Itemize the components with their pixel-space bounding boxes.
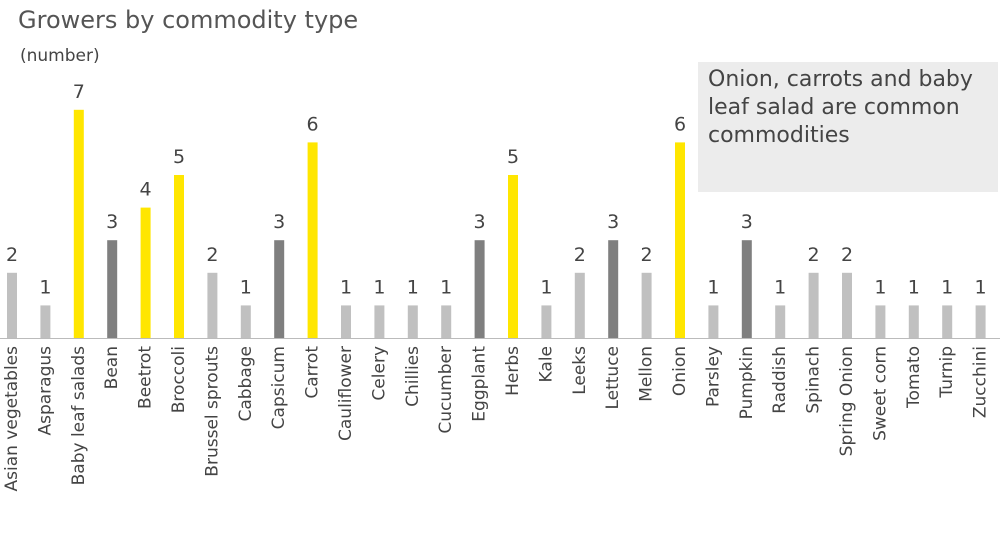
x-tick-label: Asparagus bbox=[35, 346, 55, 436]
value-label: 1 bbox=[407, 276, 419, 298]
x-tick-label: Mellon bbox=[637, 346, 657, 402]
value-label: 1 bbox=[707, 276, 719, 298]
x-tick-label: Carrot bbox=[303, 346, 323, 399]
bar bbox=[574, 272, 585, 338]
x-tick-label: Cucumber bbox=[436, 346, 456, 434]
x-tick-label: Spinach bbox=[804, 346, 824, 414]
x-tick-label: Turnip bbox=[937, 346, 957, 399]
bar bbox=[608, 240, 619, 338]
x-tick-label: Kale bbox=[536, 346, 556, 382]
chart-subtitle: (number) bbox=[20, 46, 100, 66]
x-tick-label: Baby leaf salads bbox=[69, 346, 89, 486]
x-tick-label: Bean bbox=[102, 346, 122, 389]
bar bbox=[474, 240, 485, 338]
x-tick-label: Parsley bbox=[703, 346, 723, 407]
value-label: 3 bbox=[607, 211, 619, 233]
bar bbox=[174, 175, 184, 338]
bar bbox=[741, 240, 752, 338]
value-label: 2 bbox=[641, 244, 653, 266]
bar bbox=[207, 272, 218, 338]
value-label: 6 bbox=[307, 113, 319, 135]
bar bbox=[908, 305, 919, 338]
value-label: 1 bbox=[240, 276, 252, 298]
x-tick-label: Capsicum bbox=[269, 346, 289, 429]
bar bbox=[341, 305, 351, 338]
x-tick-label: Raddish bbox=[770, 346, 790, 414]
value-label: 2 bbox=[841, 244, 853, 266]
bar bbox=[875, 305, 886, 338]
x-tick-label: Beetrot bbox=[136, 346, 156, 409]
bar bbox=[708, 305, 719, 338]
value-label: 1 bbox=[440, 276, 452, 298]
value-label: 7 bbox=[73, 81, 85, 103]
value-label: 1 bbox=[39, 276, 51, 298]
bar bbox=[675, 142, 685, 338]
value-label: 1 bbox=[975, 276, 987, 298]
bar bbox=[441, 305, 452, 338]
x-tick-label: Broccoli bbox=[169, 346, 189, 413]
value-label: 1 bbox=[340, 276, 352, 298]
bar bbox=[407, 305, 418, 338]
value-label: 2 bbox=[206, 244, 218, 266]
x-tick-label: Herbs bbox=[503, 346, 523, 396]
bar bbox=[942, 305, 953, 338]
bar bbox=[641, 272, 652, 338]
value-label: 1 bbox=[373, 276, 385, 298]
x-tick-label: Celery bbox=[369, 346, 389, 401]
value-label: 2 bbox=[6, 244, 18, 266]
value-label: 6 bbox=[674, 113, 686, 135]
value-label: 3 bbox=[273, 211, 285, 233]
value-label: 5 bbox=[507, 146, 519, 168]
bar bbox=[775, 305, 786, 338]
x-tick-label: Cauliflower bbox=[336, 346, 356, 441]
x-tick-label: Asian vegetables bbox=[2, 346, 22, 492]
bar bbox=[975, 305, 986, 338]
value-label: 1 bbox=[908, 276, 920, 298]
bar bbox=[73, 109, 84, 338]
bar bbox=[274, 240, 285, 338]
value-label: 2 bbox=[574, 244, 586, 266]
x-tick-label: Lettuce bbox=[603, 346, 623, 410]
x-tick-label: Pumpkin bbox=[737, 346, 757, 419]
x-tick-label: Cabbage bbox=[236, 346, 256, 422]
x-tick-label: Tomato bbox=[904, 346, 924, 409]
bar bbox=[541, 305, 552, 338]
value-label: 1 bbox=[540, 276, 552, 298]
value-label: 3 bbox=[106, 211, 118, 233]
bar bbox=[240, 305, 251, 338]
bar bbox=[107, 240, 118, 338]
value-label: 1 bbox=[941, 276, 953, 298]
bar bbox=[842, 272, 852, 338]
value-label: 2 bbox=[808, 244, 820, 266]
bar bbox=[508, 175, 518, 338]
x-tick-label: Sweet corn bbox=[870, 346, 890, 441]
bar bbox=[40, 305, 51, 338]
value-label: 1 bbox=[874, 276, 886, 298]
value-label: 5 bbox=[173, 146, 185, 168]
value-label: 4 bbox=[140, 179, 152, 201]
x-tick-label: Brussel sprouts bbox=[202, 346, 222, 477]
value-label: 1 bbox=[774, 276, 786, 298]
value-label: 3 bbox=[474, 211, 486, 233]
bar bbox=[7, 272, 17, 338]
x-tick-label: Onion bbox=[670, 346, 690, 396]
x-tick-label: Spring Onion bbox=[837, 346, 857, 456]
bar bbox=[140, 207, 151, 338]
x-tick-label: Eggplant bbox=[470, 346, 490, 422]
chart-title: Growers by commodity type bbox=[18, 6, 358, 34]
value-label: 3 bbox=[741, 211, 753, 233]
bar bbox=[374, 305, 385, 338]
x-tick-label: Leeks bbox=[570, 346, 590, 395]
x-tick-label: Zucchini bbox=[971, 346, 991, 418]
bar bbox=[808, 272, 819, 338]
x-tick-label: Chillies bbox=[403, 346, 423, 407]
bar bbox=[307, 142, 318, 338]
annotation: Onion, carrots and baby leaf salad are c… bbox=[698, 62, 998, 192]
